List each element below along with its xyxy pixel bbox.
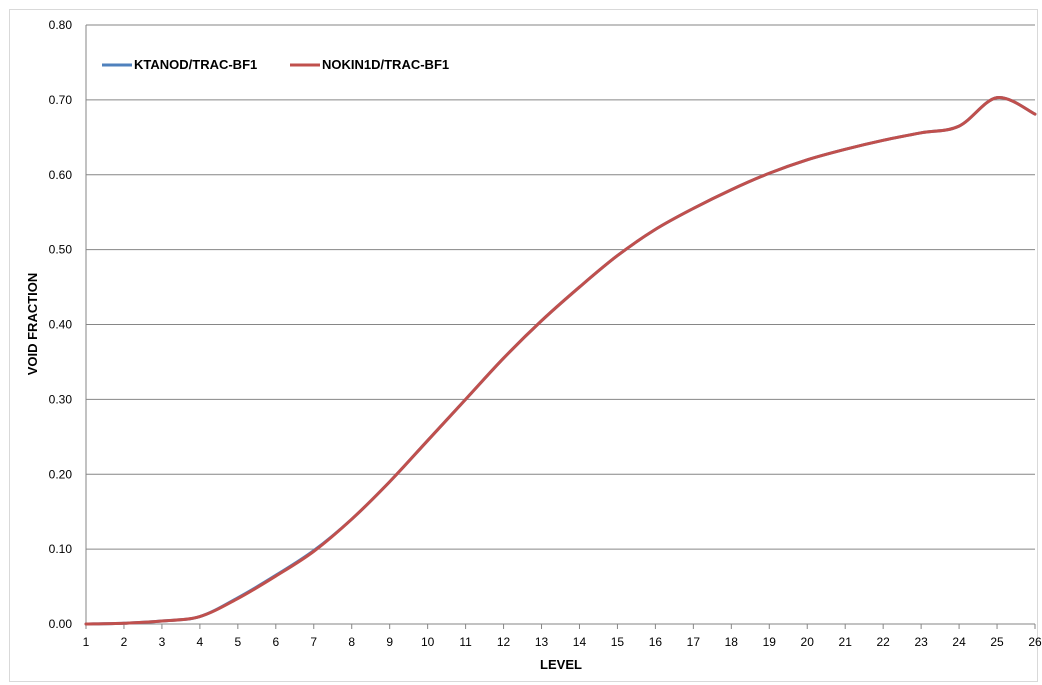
legend-label-ktanod: KTANOD/TRAC-BF1 <box>134 57 257 72</box>
x-tick-label: 4 <box>197 635 204 649</box>
gridlines <box>85 24 1035 625</box>
x-tick-label: 19 <box>763 635 777 649</box>
x-tick-label: 26 <box>1028 635 1042 649</box>
x-axis-title: LEVEL <box>540 657 582 672</box>
x-tick-label: 17 <box>687 635 701 649</box>
y-axis-ticks: 0.00 0.10 0.20 0.30 0.40 0.50 0.60 0.70 0.80 <box>49 18 73 631</box>
y-tick-label: 0.50 <box>49 243 73 257</box>
x-tick-label: 3 <box>159 635 166 649</box>
x-tick-label: 12 <box>497 635 511 649</box>
x-tick-label: 25 <box>990 635 1004 649</box>
x-tick-label: 23 <box>914 635 928 649</box>
x-tick-label: 20 <box>801 635 815 649</box>
series-line-ktanod <box>84 96 1037 626</box>
y-tick-label: 0.20 <box>49 467 73 481</box>
y-tick-label: 0.80 <box>49 18 73 32</box>
y-axis-title: VOID FRACTION <box>25 273 40 376</box>
y-tick-label: 0.40 <box>49 318 73 332</box>
x-tick-label: 6 <box>272 635 279 649</box>
legend-label-nokin1d: NOKIN1D/TRAC-BF1 <box>322 57 449 72</box>
x-axis-ticks: 1 2 3 4 5 6 7 8 9 10 11 12 13 14 15 16 17 18 19 20 21 22 23 24 2… <box>83 624 1042 649</box>
x-tick-label: 11 <box>459 635 472 649</box>
y-tick-label: 0.10 <box>49 542 73 556</box>
x-tick-label: 1 <box>83 635 90 649</box>
series-line-nokin1d <box>84 96 1037 626</box>
y-tick-label: 0.30 <box>49 392 73 406</box>
x-tick-label: 10 <box>421 635 435 649</box>
y-tick-label: 0.00 <box>49 617 73 631</box>
x-tick-label: 5 <box>234 635 241 649</box>
x-tick-label: 13 <box>535 635 549 649</box>
series-lines <box>84 96 1037 626</box>
x-tick-label: 22 <box>876 635 890 649</box>
x-tick-label: 14 <box>573 635 587 649</box>
x-tick-label: 16 <box>649 635 663 649</box>
x-tick-label: 8 <box>348 635 355 649</box>
x-tick-label: 24 <box>952 635 966 649</box>
y-tick-label: 0.70 <box>49 93 73 107</box>
x-tick-label: 21 <box>839 635 853 649</box>
x-tick-label: 15 <box>611 635 625 649</box>
x-tick-label: 9 <box>386 635 393 649</box>
x-tick-label: 2 <box>121 635 128 649</box>
chart-frame <box>9 9 1038 682</box>
x-tick-label: 7 <box>310 635 317 649</box>
y-tick-label: 0.60 <box>49 168 73 182</box>
legend: KTANOD/TRAC-BF1 NOKIN1D/TRAC-BF1 <box>102 57 449 72</box>
x-tick-label: 18 <box>725 635 739 649</box>
